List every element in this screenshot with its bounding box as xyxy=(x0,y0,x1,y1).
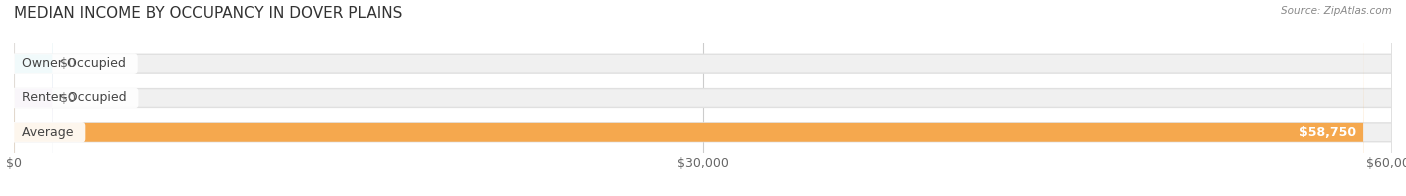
Text: $58,750: $58,750 xyxy=(1299,126,1357,139)
FancyBboxPatch shape xyxy=(14,0,52,196)
Text: Source: ZipAtlas.com: Source: ZipAtlas.com xyxy=(1281,6,1392,16)
Text: MEDIAN INCOME BY OCCUPANCY IN DOVER PLAINS: MEDIAN INCOME BY OCCUPANCY IN DOVER PLAI… xyxy=(14,6,402,21)
Text: $0: $0 xyxy=(59,57,76,70)
FancyBboxPatch shape xyxy=(14,0,52,196)
Text: Renter-Occupied: Renter-Occupied xyxy=(14,92,135,104)
FancyBboxPatch shape xyxy=(14,0,1392,196)
Text: Average: Average xyxy=(14,126,82,139)
FancyBboxPatch shape xyxy=(14,0,1392,196)
Text: $0: $0 xyxy=(59,92,76,104)
FancyBboxPatch shape xyxy=(14,0,1392,196)
Text: Owner-Occupied: Owner-Occupied xyxy=(14,57,134,70)
FancyBboxPatch shape xyxy=(14,0,1364,196)
